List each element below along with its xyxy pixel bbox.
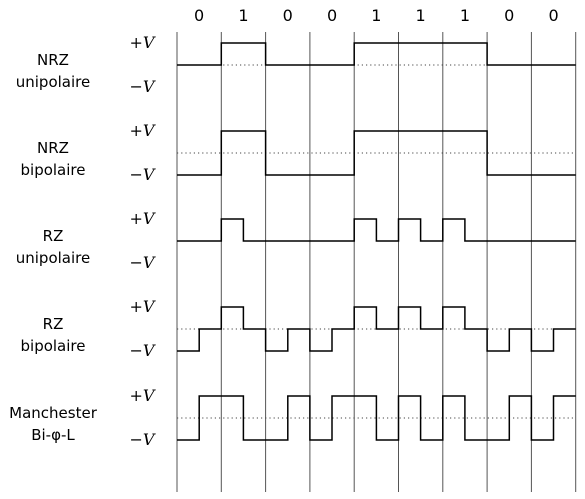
level-label-pos: +V (130, 297, 156, 316)
encoding-row-nrz-unipolaire: NRZ unipolaire +V −V (16, 33, 576, 96)
waveform-rz-unipolaire (177, 218, 576, 242)
encoding-row-rz-unipolaire: RZ unipolaire +V −V (16, 209, 576, 272)
bit-label: 0 (194, 6, 204, 25)
level-label-pos: +V (130, 33, 156, 52)
level-label-neg: −V (130, 341, 156, 360)
bit-label: 0 (548, 6, 558, 25)
bit-label: 1 (371, 6, 381, 25)
encoding-label-line: Bi-φ-L (31, 426, 75, 444)
bit-label: 1 (238, 6, 248, 25)
encoding-label-line: Manchester (9, 404, 98, 422)
level-label-pos: +V (130, 121, 156, 140)
waveform-rz-bipolaire (177, 306, 576, 352)
level-label-neg: −V (130, 430, 156, 449)
bit-label: 0 (327, 6, 337, 25)
bit-label: 0 (504, 6, 514, 25)
encoding-row-manchester: Manchester Bi-φ-L +V −V (9, 386, 576, 449)
encoding-label-line: unipolaire (16, 73, 90, 91)
encoding-row-rz-bipolaire: RZ bipolaire +V −V (21, 297, 576, 360)
level-label-pos: +V (130, 209, 156, 228)
level-label-pos: +V (130, 386, 156, 405)
bit-label: 1 (460, 6, 470, 25)
level-label-neg: −V (130, 165, 156, 184)
level-label-neg: −V (130, 77, 156, 96)
waveform-nrz-bipolaire (177, 130, 576, 176)
waveform-manchester (177, 395, 576, 441)
bit-label: 1 (416, 6, 426, 25)
encoding-row-nrz-bipolaire: NRZ bipolaire +V −V (21, 121, 576, 184)
bit-sequence: 0 1 0 0 1 1 1 0 0 (194, 6, 559, 25)
waveform-nrz-unipolaire (177, 42, 576, 66)
encoding-rows: NRZ unipolaire +V −V NRZ bipolaire +V −V RZ unipo… (9, 33, 576, 449)
bit-grid (176, 32, 577, 492)
encoding-label-line: RZ (43, 227, 64, 245)
level-label-neg: −V (130, 253, 156, 272)
encoding-label-line: bipolaire (21, 161, 86, 179)
encoding-label-line: NRZ (37, 139, 69, 157)
encoding-label-line: bipolaire (21, 337, 86, 355)
encoding-label-line: RZ (43, 315, 64, 333)
encoding-label-line: NRZ (37, 51, 69, 69)
bit-label: 0 (283, 6, 293, 25)
encoding-label-line: unipolaire (16, 249, 90, 267)
